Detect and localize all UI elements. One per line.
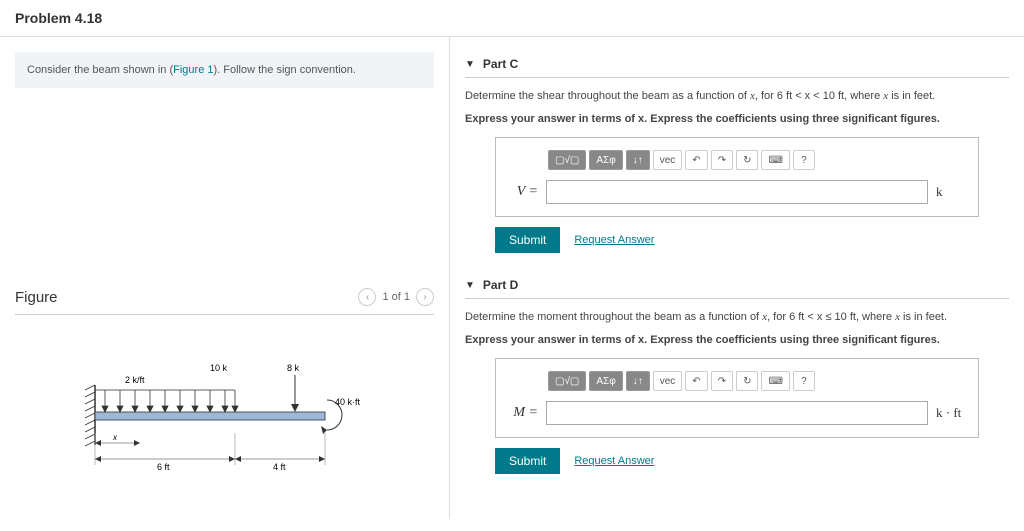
- pager-next-button[interactable]: ›: [416, 288, 434, 306]
- part-d-var: M =: [508, 405, 538, 421]
- left-column: Consider the beam shown in (Figure 1). F…: [0, 37, 450, 519]
- vec-button[interactable]: vec: [653, 150, 683, 170]
- span2-label: 4 ft: [273, 462, 286, 472]
- right-column: ▼ Part C Determine the shear throughout …: [450, 37, 1024, 519]
- help-button[interactable]: ?: [793, 371, 815, 391]
- figure-area: 2 k/ft 10 k 8 k 40 k·ft: [15, 315, 434, 488]
- part-c-answer-box: ▢√▢ ΑΣφ ↓↑ vec ↶ ↷ ↻ ⌨ ? V = k: [495, 137, 979, 217]
- subscript-button[interactable]: ↓↑: [626, 150, 650, 170]
- subscript-button[interactable]: ↓↑: [626, 371, 650, 391]
- help-button[interactable]: ?: [793, 150, 815, 170]
- templates-button[interactable]: ▢√▢: [548, 150, 586, 170]
- vec-button[interactable]: vec: [653, 371, 683, 391]
- symbols-button[interactable]: ΑΣφ: [589, 150, 622, 170]
- part-c-input-row: V = k: [508, 180, 966, 204]
- part-c-var: V =: [508, 184, 538, 200]
- part-c-desc-suffix: is in feet.: [888, 90, 935, 102]
- part-c-desc-prefix: Determine the shear throughout the beam …: [465, 90, 750, 102]
- part-d-request-answer[interactable]: Request Answer: [574, 455, 654, 467]
- main-layout: Consider the beam shown in (Figure 1). F…: [0, 37, 1024, 519]
- part-d-header[interactable]: ▼ Part D: [465, 278, 1009, 299]
- part-c-header[interactable]: ▼ Part C: [465, 57, 1009, 78]
- pager-prev-button[interactable]: ‹: [358, 288, 376, 306]
- redo-button[interactable]: ↷: [711, 150, 733, 170]
- part-d-desc-range: , for 6 ft < x ≤ 10 ft, where: [767, 311, 895, 323]
- part-d-unit: k · ft: [936, 405, 966, 421]
- redo-button[interactable]: ↷: [711, 371, 733, 391]
- templates-button[interactable]: ▢√▢: [548, 371, 586, 391]
- reset-button[interactable]: ↻: [736, 150, 758, 170]
- part-d-answer-box: ▢√▢ ΑΣφ ↓↑ vec ↶ ↷ ↻ ⌨ ? M = k · ft: [495, 358, 979, 438]
- part-c-request-answer[interactable]: Request Answer: [574, 234, 654, 246]
- point-load-label: 10 k: [210, 363, 228, 373]
- part-c-title: Part C: [483, 57, 518, 71]
- moment-label: 40 k·ft: [335, 397, 361, 407]
- instruction-box: Consider the beam shown in (Figure 1). F…: [15, 52, 434, 88]
- part-c-toolbar: ▢√▢ ΑΣφ ↓↑ vec ↶ ↷ ↻ ⌨ ?: [548, 150, 966, 170]
- part-d-submit-row: Submit Request Answer: [495, 448, 979, 474]
- instruction-prefix: Consider the beam shown in (: [27, 64, 173, 76]
- part-c-submit-button[interactable]: Submit: [495, 227, 560, 253]
- part-d-input-row: M = k · ft: [508, 401, 966, 425]
- part-c-unit: k: [936, 184, 966, 200]
- part-d-desc: Determine the moment throughout the beam…: [465, 309, 1009, 326]
- caret-down-icon: ▼: [465, 59, 475, 70]
- figure-header: Figure ‹ 1 of 1 ›: [15, 288, 434, 315]
- reset-button[interactable]: ↻: [736, 371, 758, 391]
- figure-link[interactable]: Figure 1: [173, 64, 213, 76]
- part-c-desc-range: , for 6 ft < x < 10 ft, where: [755, 90, 883, 102]
- keyboard-button[interactable]: ⌨: [761, 371, 789, 391]
- part-d-desc-suffix: is in feet.: [900, 311, 947, 323]
- dist-load-label: 2 k/ft: [125, 375, 145, 385]
- part-c-desc: Determine the shear throughout the beam …: [465, 88, 1009, 105]
- part-d-input[interactable]: [546, 401, 928, 425]
- caret-down-icon: ▼: [465, 280, 475, 291]
- figure-title: Figure: [15, 289, 58, 306]
- part-d-submit-button[interactable]: Submit: [495, 448, 560, 474]
- symbols-button[interactable]: ΑΣφ: [589, 371, 622, 391]
- part-c-instr: Express your answer in terms of x. Expre…: [465, 111, 1009, 128]
- part-d-instr: Express your answer in terms of x. Expre…: [465, 332, 1009, 349]
- part-c-block: ▼ Part C Determine the shear throughout …: [465, 57, 1009, 253]
- part-d-toolbar: ▢√▢ ΑΣφ ↓↑ vec ↶ ↷ ↻ ⌨ ?: [548, 371, 966, 391]
- part-c-submit-row: Submit Request Answer: [495, 227, 979, 253]
- x-label: x: [112, 433, 118, 442]
- keyboard-button[interactable]: ⌨: [761, 150, 789, 170]
- undo-button[interactable]: ↶: [685, 150, 707, 170]
- reaction-label: 8 k: [287, 363, 300, 373]
- pager-label: 1 of 1: [382, 291, 410, 303]
- figure-pager: ‹ 1 of 1 ›: [358, 288, 434, 306]
- instruction-suffix: ). Follow the sign convention.: [214, 64, 356, 76]
- beam-diagram: 2 k/ft 10 k 8 k 40 k·ft: [65, 355, 365, 475]
- span1-label: 6 ft: [157, 462, 170, 472]
- part-d-title: Part D: [483, 278, 518, 292]
- part-d-block: ▼ Part D Determine the moment throughout…: [465, 278, 1009, 474]
- page-title: Problem 4.18: [0, 0, 1024, 37]
- part-d-desc-prefix: Determine the moment throughout the beam…: [465, 311, 762, 323]
- part-c-input[interactable]: [546, 180, 928, 204]
- undo-button[interactable]: ↶: [685, 371, 707, 391]
